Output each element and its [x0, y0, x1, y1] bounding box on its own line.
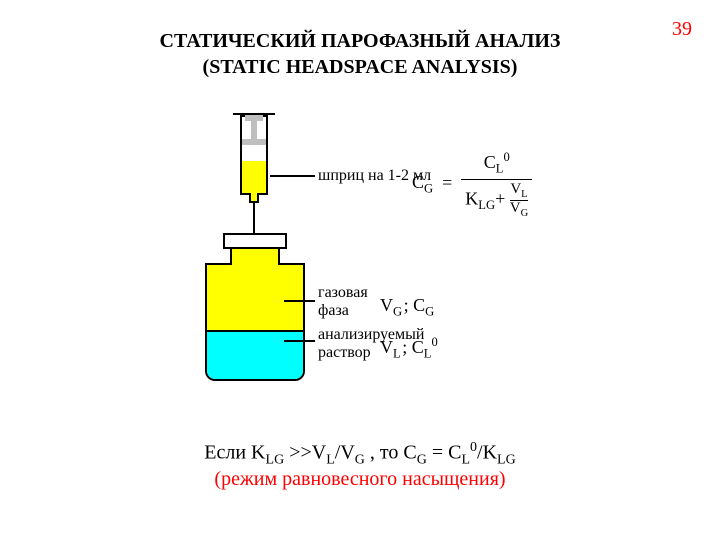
syringe-fill: [242, 161, 266, 193]
leader-solution: [284, 340, 315, 342]
eq-equals: =: [442, 172, 452, 192]
phase-boundary-line: [207, 330, 303, 332]
eq-numerator: CL0: [461, 150, 532, 179]
syringe-plunger-head: [245, 115, 263, 121]
vial-gas-neck: [232, 249, 278, 267]
leader-gas: [284, 300, 315, 302]
vial-liquid-phase: [207, 331, 303, 379]
syringe-tip: [249, 193, 259, 203]
vial-neck-left: [230, 249, 232, 263]
title-ru: СТАТИЧЕСКИЙ ПАРОФАЗНЫЙ АНАЛИЗ: [160, 30, 561, 52]
syringe-plunger-rod: [251, 119, 257, 141]
symbols-gas-phase: VG ; CG: [380, 295, 434, 320]
leader-syringe: [270, 175, 315, 177]
label-gas-phase: газовая фаза: [318, 284, 368, 321]
page-title: СТАТИЧЕСКИЙ ПАРОФАЗНЫЙ АНАЛИЗ (STATIC HE…: [0, 28, 720, 80]
symbols-liquid-phase: VL ; CL0: [380, 335, 438, 362]
label-solution-l2: раствор: [318, 344, 371, 361]
condition-text: Если KLG >>VL/VG , то CG = CL0/KLG: [0, 440, 720, 469]
label-gas-l2: фаза: [318, 302, 349, 319]
title-en: (STATIC HEADSPACE ANALYSIS): [203, 56, 518, 78]
eq-fraction: CL0 KLG+ VL VG: [461, 150, 532, 219]
eq-denominator: KLG+ VL VG: [461, 179, 532, 219]
label-gas-l1: газовая: [318, 284, 368, 301]
regime-text: (режим равновесного насыщения): [0, 468, 720, 491]
vial-shoulder-left: [207, 263, 232, 265]
eq-lhs: CG: [412, 172, 433, 192]
vial-neck-right: [278, 249, 280, 263]
vial-cap: [223, 233, 287, 249]
vial-gas-phase: [207, 265, 303, 331]
headspace-diagram: [185, 115, 335, 415]
syringe-plunger-disc: [242, 139, 266, 145]
equation-cg: CG = CL0 KLG+ VL VG: [412, 150, 532, 219]
eq-v-ratio: VL VG: [510, 182, 528, 219]
vial-shoulder-right: [278, 263, 303, 265]
